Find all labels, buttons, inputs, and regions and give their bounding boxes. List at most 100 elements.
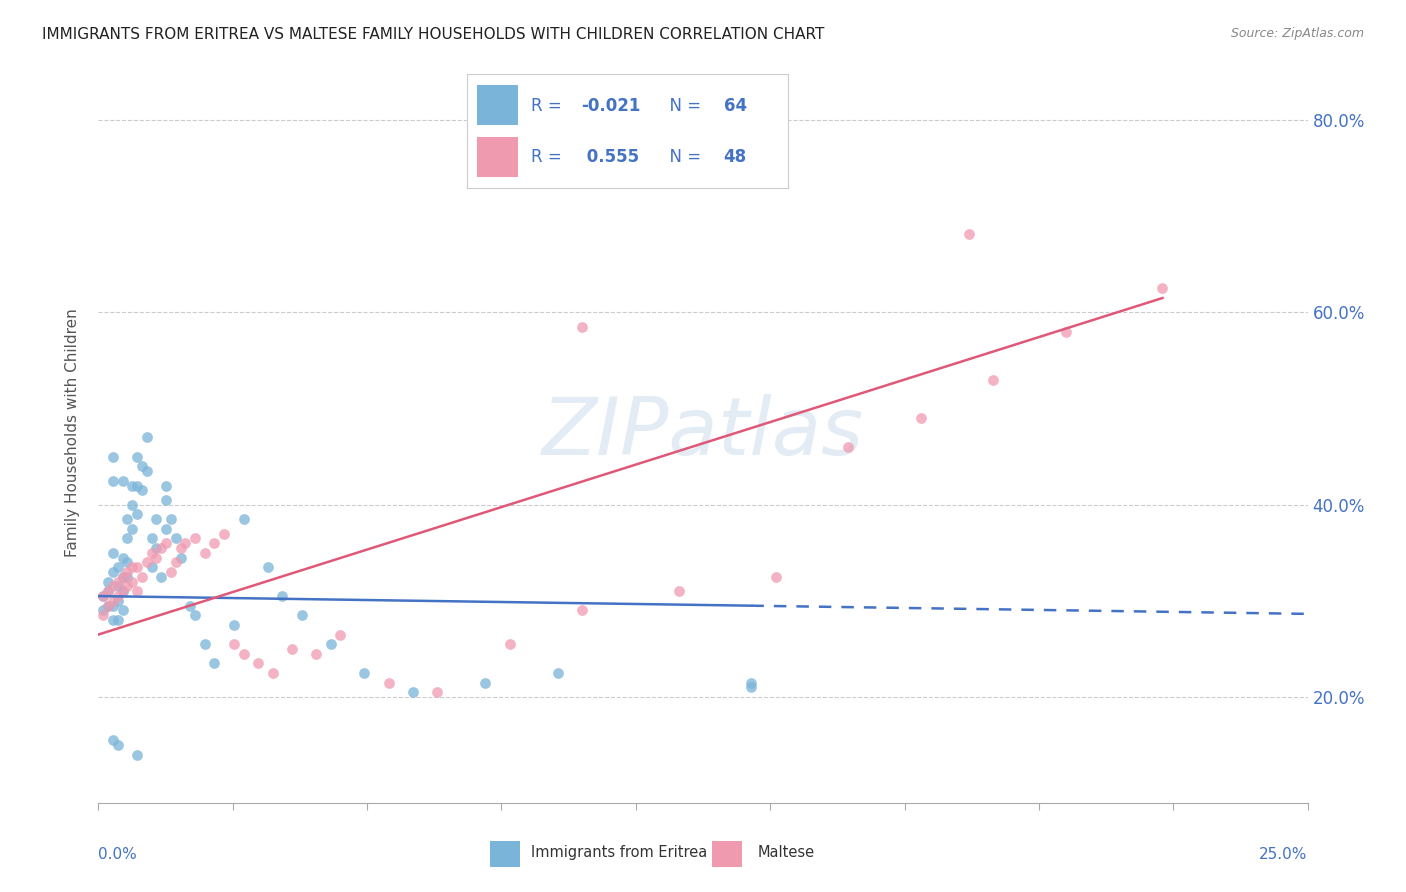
Y-axis label: Family Households with Children: Family Households with Children [65, 309, 80, 557]
Point [305, 647, 328, 661]
Point [127, 560, 149, 574]
Point [107, 738, 129, 752]
Point [121, 560, 143, 574]
Point [97, 584, 120, 599]
Point [121, 478, 143, 492]
Point [547, 665, 569, 680]
Point [91, 589, 114, 603]
Point [145, 550, 167, 565]
Point [740, 675, 762, 690]
Point [111, 603, 134, 617]
Point [121, 522, 143, 536]
Point [377, 675, 399, 690]
Point [765, 570, 787, 584]
Point [127, 747, 149, 762]
Point [1054, 325, 1077, 339]
Point [117, 556, 139, 570]
Point [101, 450, 124, 464]
Point [169, 550, 191, 565]
Point [145, 512, 167, 526]
Point [222, 637, 245, 651]
Point [150, 541, 173, 555]
Point [184, 608, 207, 623]
Point [174, 536, 197, 550]
Point [474, 675, 496, 690]
Point [256, 560, 278, 574]
Point [111, 584, 134, 599]
Point [155, 522, 177, 536]
Point [155, 478, 177, 492]
Point [107, 589, 129, 603]
Point [117, 579, 139, 593]
Point [141, 546, 163, 560]
Point [281, 642, 304, 657]
Point [111, 474, 134, 488]
Point [131, 570, 153, 584]
Point [107, 560, 129, 574]
Text: 25.0%: 25.0% [1260, 847, 1308, 863]
Point [145, 541, 167, 555]
Point [194, 637, 217, 651]
Point [329, 627, 352, 641]
Point [204, 536, 226, 550]
Point [101, 599, 124, 613]
Point [117, 570, 139, 584]
Point [101, 733, 124, 747]
Point [169, 541, 191, 555]
Point [981, 373, 1004, 387]
Point [165, 532, 187, 546]
Point [353, 665, 375, 680]
Point [131, 483, 153, 498]
Point [127, 508, 149, 522]
Point [97, 574, 120, 589]
Point [101, 474, 124, 488]
Point [271, 589, 294, 603]
Point [107, 594, 129, 608]
Point [121, 574, 143, 589]
Point [91, 603, 114, 617]
Point [101, 579, 124, 593]
Point [402, 685, 425, 699]
Point [121, 498, 143, 512]
Point [150, 570, 173, 584]
Point [135, 430, 157, 444]
Point [107, 574, 129, 589]
Point [571, 603, 593, 617]
Point [179, 599, 201, 613]
Point [111, 570, 134, 584]
Point [184, 532, 207, 546]
Point [127, 450, 149, 464]
Point [212, 526, 235, 541]
Point [160, 565, 183, 579]
Point [222, 618, 245, 632]
Point [97, 599, 120, 613]
Point [135, 464, 157, 478]
Point [141, 560, 163, 574]
Point [498, 637, 520, 651]
Point [910, 411, 932, 425]
Point [204, 657, 226, 671]
Point [247, 657, 270, 671]
Point [262, 665, 284, 680]
Text: Source: ZipAtlas.com: Source: ZipAtlas.com [1230, 27, 1364, 40]
Point [155, 492, 177, 507]
Point [107, 613, 129, 627]
Point [290, 608, 312, 623]
Point [141, 532, 163, 546]
Point [111, 584, 134, 599]
Point [117, 512, 139, 526]
Point [131, 459, 153, 474]
Point [101, 613, 124, 627]
Point [91, 608, 114, 623]
Point [668, 584, 690, 599]
Point [232, 647, 254, 661]
Text: ZIPatlas: ZIPatlas [541, 393, 865, 472]
Point [117, 565, 139, 579]
Point [571, 319, 593, 334]
Point [957, 227, 980, 241]
Point [111, 550, 134, 565]
Point [837, 440, 859, 454]
Point [101, 594, 124, 608]
Point [740, 681, 762, 695]
Point [101, 546, 124, 560]
